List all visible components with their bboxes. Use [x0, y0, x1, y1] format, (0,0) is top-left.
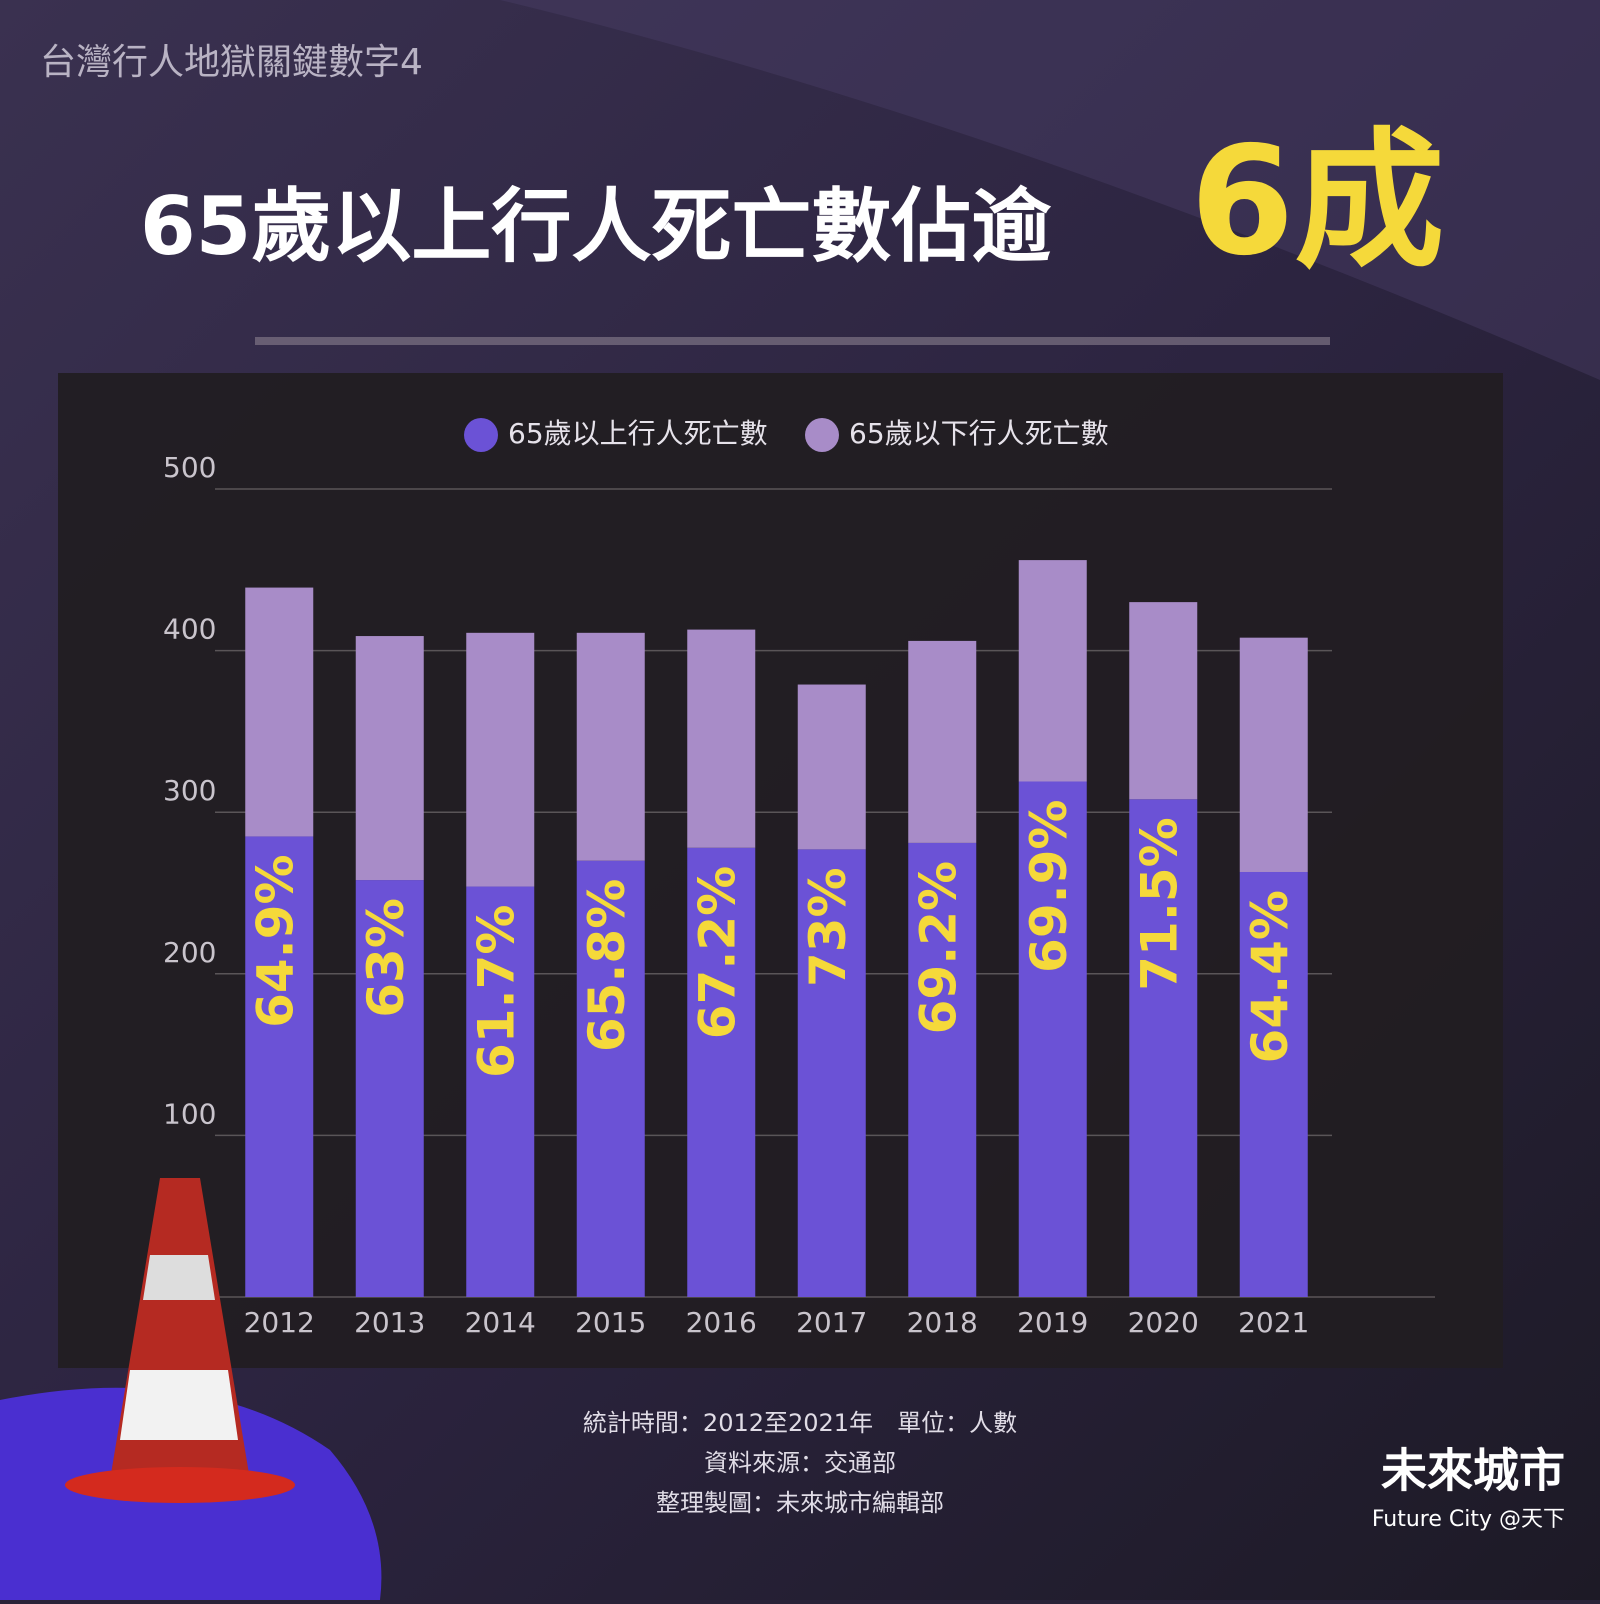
- y-tick-label: 100: [163, 1097, 216, 1130]
- y-tick-label: 200: [163, 936, 216, 969]
- bar-segment: [355, 880, 424, 1297]
- bar-segment: [355, 636, 424, 881]
- percent-label: 61.7%: [468, 905, 526, 1078]
- bg-shape: [0, 0, 1600, 380]
- x-tick-label: 2021: [1238, 1306, 1309, 1339]
- percent-label: 69.9%: [1020, 799, 1078, 972]
- bar-segment: [576, 860, 645, 1297]
- legend-label: 65歲以下行人死亡數: [849, 417, 1109, 450]
- bar-segment: [466, 886, 535, 1297]
- percent-label: 65.8%: [578, 879, 636, 1052]
- bar-segment: [1129, 799, 1198, 1297]
- bar-segment: [576, 632, 645, 861]
- x-tick-label: 2013: [354, 1306, 425, 1339]
- bar-segment: [797, 684, 866, 850]
- x-tick-label: 2016: [686, 1306, 757, 1339]
- percent-label: 63%: [357, 898, 415, 1018]
- percent-label: 73%: [799, 867, 857, 987]
- x-tick-label: 2017: [796, 1306, 867, 1339]
- percent-label: 64.4%: [1241, 890, 1299, 1063]
- y-tick-label: 500: [163, 451, 216, 484]
- footer-note: 整理製圖：未來城市編輯部: [656, 1489, 944, 1517]
- bar-segment: [797, 849, 866, 1297]
- brand-sub: Future City @天下: [1372, 1507, 1565, 1532]
- x-tick-label: 2015: [575, 1306, 646, 1339]
- bar-segment: [1239, 637, 1308, 872]
- footer-note: 資料來源：交通部: [704, 1449, 896, 1477]
- bar-segment: [908, 842, 977, 1297]
- title-highlight: 6成: [1190, 115, 1444, 289]
- bar-segment: [466, 632, 535, 887]
- y-tick-label: 400: [163, 613, 216, 646]
- bar-segment: [1018, 781, 1087, 1297]
- percent-label: 67.2%: [689, 866, 747, 1039]
- percent-label: 69.2%: [910, 861, 968, 1034]
- traffic-cone: [65, 1178, 295, 1503]
- bar-segment: [245, 587, 314, 837]
- bar-segment: [1018, 560, 1087, 782]
- bar-segment: [908, 640, 977, 843]
- percent-label: 71.5%: [1131, 817, 1189, 990]
- divider: [255, 337, 1330, 345]
- x-tick-label: 2014: [465, 1306, 536, 1339]
- percent-label: 64.9%: [247, 854, 305, 1027]
- chart: 010020030040050065歲以上行人死亡數65歲以下行人死亡數64.9…: [163, 417, 1435, 1339]
- legend-marker: [464, 418, 498, 452]
- bar-segment: [687, 847, 756, 1297]
- x-tick-label: 2020: [1128, 1306, 1199, 1339]
- bar-segment: [1129, 602, 1198, 800]
- title: 65歲以上行人死亡數佔逾: [140, 180, 1051, 273]
- y-tick-label: 300: [163, 774, 216, 807]
- x-tick-label: 2019: [1017, 1306, 1088, 1339]
- bar-segment: [687, 629, 756, 848]
- bar-segment: [1239, 871, 1308, 1297]
- brand: 未來城市: [1381, 1444, 1565, 1498]
- legend-marker: [805, 418, 839, 452]
- bar-segment: [245, 836, 314, 1297]
- x-tick-label: 2012: [244, 1306, 315, 1339]
- footer-note: 統計時間：2012至2021年 單位：人數: [583, 1409, 1017, 1437]
- x-tick-label: 2018: [907, 1306, 978, 1339]
- legend-label: 65歲以上行人死亡數: [508, 417, 768, 450]
- kicker: 台灣行人地獄關鍵數字4: [40, 42, 423, 83]
